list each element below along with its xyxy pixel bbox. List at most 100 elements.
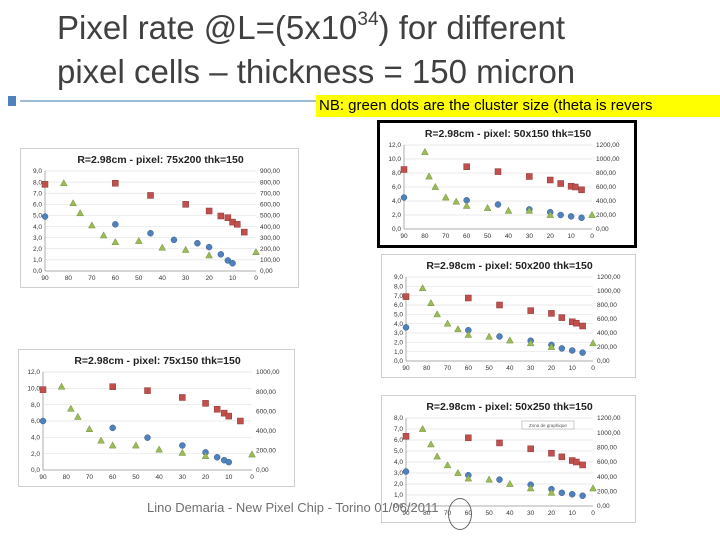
y-left-tick-label: 12,0 (388, 142, 401, 149)
chart-title: R=2.98cm - pixel: 50x150 thk=150 (425, 128, 592, 140)
y-left-tick-label: 7,0 (33, 190, 42, 197)
data-point-diamond (568, 491, 576, 498)
y-left-tick-label: 5,0 (33, 213, 42, 220)
data-point-diamond (144, 434, 151, 441)
data-point-square (233, 221, 241, 228)
data-point-triangle (454, 325, 462, 333)
x-tick-label: 60 (109, 474, 117, 481)
data-point-square (465, 294, 472, 302)
data-point-diamond (213, 454, 221, 461)
x-tick-label: 60 (112, 275, 120, 282)
y-left-tick-label: 3,0 (33, 235, 42, 242)
chart-title: R=2.98cm - pixel: 50x200 thk=150 (426, 260, 593, 272)
y-left-tick-label: 2,0 (394, 340, 403, 347)
data-point-diamond (496, 333, 503, 340)
x-tick-label: 50 (485, 510, 493, 517)
y-left-tick-label: 7,0 (394, 293, 403, 300)
x-tick-label: 20 (547, 233, 555, 240)
x-tick-label: 0 (591, 365, 595, 372)
data-point-diamond (579, 349, 586, 356)
data-point-diamond (41, 213, 49, 220)
data-point-square (526, 173, 533, 180)
data-point-square (237, 417, 244, 425)
x-tick-label: 0 (254, 275, 258, 282)
data-point-triangle (99, 231, 108, 239)
data-point-diamond (194, 239, 201, 247)
y-left-tick-label: 4,0 (394, 321, 403, 328)
data-point-square (465, 434, 472, 442)
data-point-triangle (441, 193, 450, 201)
data-point-square (41, 181, 49, 188)
y-right-tick-label: 1200,00 (597, 415, 621, 422)
data-point-triangle (252, 247, 260, 255)
data-point-diamond (496, 476, 503, 483)
data-point-diamond (558, 345, 566, 352)
data-point-square (182, 201, 189, 208)
y-left-tick-label: 12,0 (27, 369, 40, 376)
data-point-triangle (588, 210, 596, 218)
data-point-triangle (464, 474, 473, 482)
y-left-tick-label: 6,0 (394, 302, 403, 309)
y-left-tick-label: 9,0 (394, 274, 403, 281)
y-right-tick-label: 0,00 (596, 226, 609, 233)
footer-text: Lino Demaria - New Pixel Chip - Torino 0… (147, 500, 439, 515)
data-point-square (558, 314, 566, 321)
data-point-triangle (452, 197, 461, 205)
x-tick-label: 50 (484, 233, 492, 240)
data-point-triangle (97, 436, 105, 444)
data-point-triangle (526, 339, 535, 347)
x-tick-label: 60 (463, 233, 471, 240)
y-left-tick-label: 3,0 (394, 470, 403, 477)
data-point-diamond (402, 324, 410, 331)
data-point-triangle (433, 452, 441, 460)
y-right-tick-label: 0,00 (260, 268, 273, 275)
x-tick-label: 90 (402, 365, 410, 372)
y-right-tick-label: 400,00 (597, 474, 617, 481)
y-left-tick-label: 6,0 (394, 437, 403, 444)
title-exponent: 34 (357, 9, 379, 30)
data-point-triangle (57, 382, 66, 390)
y-left-tick-label: 6,0 (392, 184, 401, 191)
c3-svg: R=2.98cm - pixel: 50x200 thk=150 0,0 1,0 2,… (394, 260, 621, 372)
x-tick-label: 60 (465, 365, 473, 372)
y-right-tick-label: 800,00 (597, 445, 617, 452)
data-point-square (558, 453, 566, 461)
c4-svg: R=2.98cm - pixel: 75x150 thk=150 0,0 2,0 4,… (27, 355, 280, 481)
data-point-square (557, 180, 564, 187)
data-point-triangle (67, 404, 75, 412)
data-point-square (202, 400, 209, 407)
x-tick-label: 10 (569, 365, 577, 372)
y-right-tick-label: 0,00 (597, 503, 610, 510)
x-tick-label: 0 (591, 510, 595, 517)
y-right-tick-label: 400,00 (596, 198, 616, 205)
data-point-triangle (201, 451, 210, 459)
y-left-tick-label: 0,0 (33, 268, 42, 275)
data-point-triangle (111, 237, 120, 245)
x-tick-label: 30 (527, 510, 535, 517)
data-point-diamond (224, 257, 232, 264)
y-left-tick-label: 2,0 (31, 451, 40, 458)
y-left-tick-label: 4,0 (33, 224, 42, 231)
data-point-square (402, 293, 410, 300)
data-point-triangle (418, 424, 427, 432)
data-point-triangle (506, 479, 514, 487)
data-point-triangle (589, 339, 597, 347)
y-right-tick-label: 600,00 (256, 408, 276, 415)
y-right-tick-label: 200,00 (597, 489, 617, 496)
x-tick-label: 40 (505, 233, 513, 240)
x-tick-label: 30 (182, 275, 190, 282)
data-point-triangle (178, 448, 187, 456)
data-point-diamond (170, 236, 178, 244)
data-point-triangle (526, 484, 535, 492)
y-left-tick-label: 5,0 (394, 448, 403, 455)
data-point-triangle (433, 310, 441, 318)
y-right-tick-label: 800,00 (260, 179, 280, 186)
y-right-tick-label: 700,00 (260, 190, 280, 197)
x-tick-label: 80 (421, 233, 429, 240)
x-tick-label: 20 (205, 275, 213, 282)
x-tick-label: 20 (548, 510, 556, 517)
data-point-triangle (485, 332, 493, 340)
y-left-tick-label: 8,0 (394, 415, 403, 422)
y-right-tick-label: 200,00 (597, 344, 617, 351)
c5-svg: R=2.98cm - pixel: 50x250 thk=150 0,0 1,0 2,… (394, 401, 621, 517)
